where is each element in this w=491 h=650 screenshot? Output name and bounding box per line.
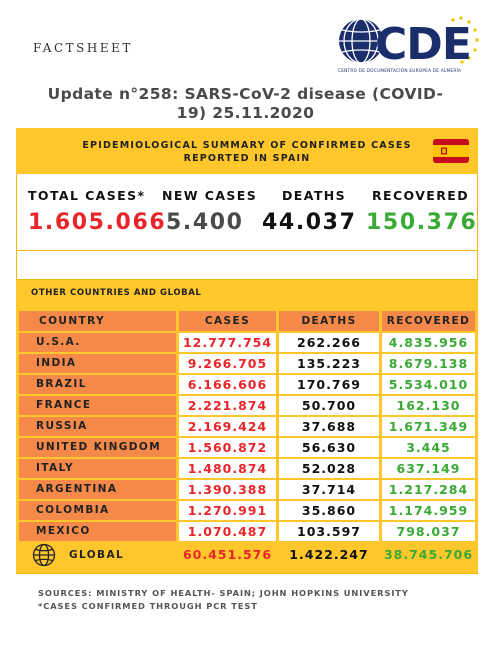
country-name: MEXICO [19,522,176,541]
deaths-value: 37.714 [279,480,379,499]
country-name: FRANCE [19,396,176,415]
country-name: ARGENTINA [19,480,176,499]
update-title: Update n°258: SARS-CoV-2 disease (COVID-… [47,85,444,122]
logo-caption: CENTRO DE DOCUMENTACIÓN EUROPEA DE ALMER… [338,69,462,74]
country-name: U.S.A. [19,333,176,352]
logo-text: CDE [375,19,471,70]
recovered-value: 5.534.010 [382,375,475,394]
deaths-value: 37.688 [279,417,379,436]
global-recovered-value: 38.745.706 [382,543,475,567]
globe-icon [32,543,56,567]
other-countries-title: OTHER COUNTRIES AND GLOBAL [31,288,202,298]
country-name: UNITED KINGDOM [19,438,176,457]
cases-value: 1.560.872 [179,438,276,457]
summary-title: EPIDEMIOLOGICAL SUMMARY OF CONFIRMED CAS… [82,140,412,164]
country-name: ITALY [19,459,176,478]
country-name: BRAZIL [19,375,176,394]
deaths-value: 262.266 [279,333,379,352]
col-header-country: COUNTRY [19,311,176,331]
cases-value: 1.270.991 [179,501,276,520]
cases-value: 1.390.388 [179,480,276,499]
cases-value: 2.221.874 [179,396,276,415]
deaths-value: 103.597 [279,522,379,541]
cases-value: 1.480.874 [179,459,276,478]
sources-text: SOURCES: MINISTRY OF HEALTH- SPAIN; JOHN… [38,588,409,598]
cases-value: 6.166.606 [179,375,276,394]
recovered-value: 8.679.138 [382,354,475,373]
col-header-cases: CASES [179,311,276,331]
deaths-value: 56.630 [279,438,379,457]
total-cases-value: 1.605.066 [28,210,167,235]
recovered-value: 150.376 [366,210,478,235]
new-cases-label: NEW CASES [162,188,258,203]
global-deaths-value: 1.422.247 [279,543,379,567]
col-header-deaths: DEATHS [279,311,379,331]
recovered-value: 1.217.284 [382,480,475,499]
divider-top [16,250,478,251]
col-header-recovered: RECOVERED [382,311,475,331]
deaths-value: 135.223 [279,354,379,373]
summary-header: EPIDEMIOLOGICAL SUMMARY OF CONFIRMED CAS… [16,128,478,174]
recovered-value: 4.835.956 [382,333,475,352]
country-name: RUSSIA [19,417,176,436]
deaths-value: 50.700 [279,396,379,415]
deaths-value: 170.769 [279,375,379,394]
spain-flag-icon [433,139,469,163]
divider-bottom [16,279,478,280]
recovered-value: 1.671.349 [382,417,475,436]
deaths-value: 52.028 [279,459,379,478]
sources-note: SOURCES: MINISTRY OF HEALTH- SPAIN; JOHN… [38,587,409,613]
recovered-value: 3.445 [382,438,475,457]
cde-logo: CDE [339,16,479,70]
factsheet-label: FACTSHEET [33,41,133,55]
recovered-label: RECOVERED [372,188,469,203]
cases-value: 12.777.754 [179,333,276,352]
global-cases-value: 60.451.576 [179,543,276,567]
new-cases-value: 5.400 [166,210,244,235]
country-name: INDIA [19,354,176,373]
deaths-value: 35.860 [279,501,379,520]
deaths-value: 44.037 [262,210,357,235]
global-label: GLOBAL [69,549,125,561]
pcr-note: *CASES CONFIRMED THROUGH PCR TEST [38,601,258,611]
recovered-value: 637.149 [382,459,475,478]
recovered-value: 162.130 [382,396,475,415]
cases-value: 2.169.424 [179,417,276,436]
other-countries-bar: OTHER COUNTRIES AND GLOBAL [16,280,478,307]
recovered-value: 798.037 [382,522,475,541]
cases-value: 1.070.487 [179,522,276,541]
deaths-label: DEATHS [282,188,347,203]
cases-value: 9.266.705 [179,354,276,373]
recovered-value: 1.174.959 [382,501,475,520]
total-cases-label: TOTAL CASES* [28,188,146,203]
country-name: COLOMBIA [19,501,176,520]
countries-table: COUNTRY CASES DEATHS RECOVERED U.S.A. 12… [16,307,478,573]
